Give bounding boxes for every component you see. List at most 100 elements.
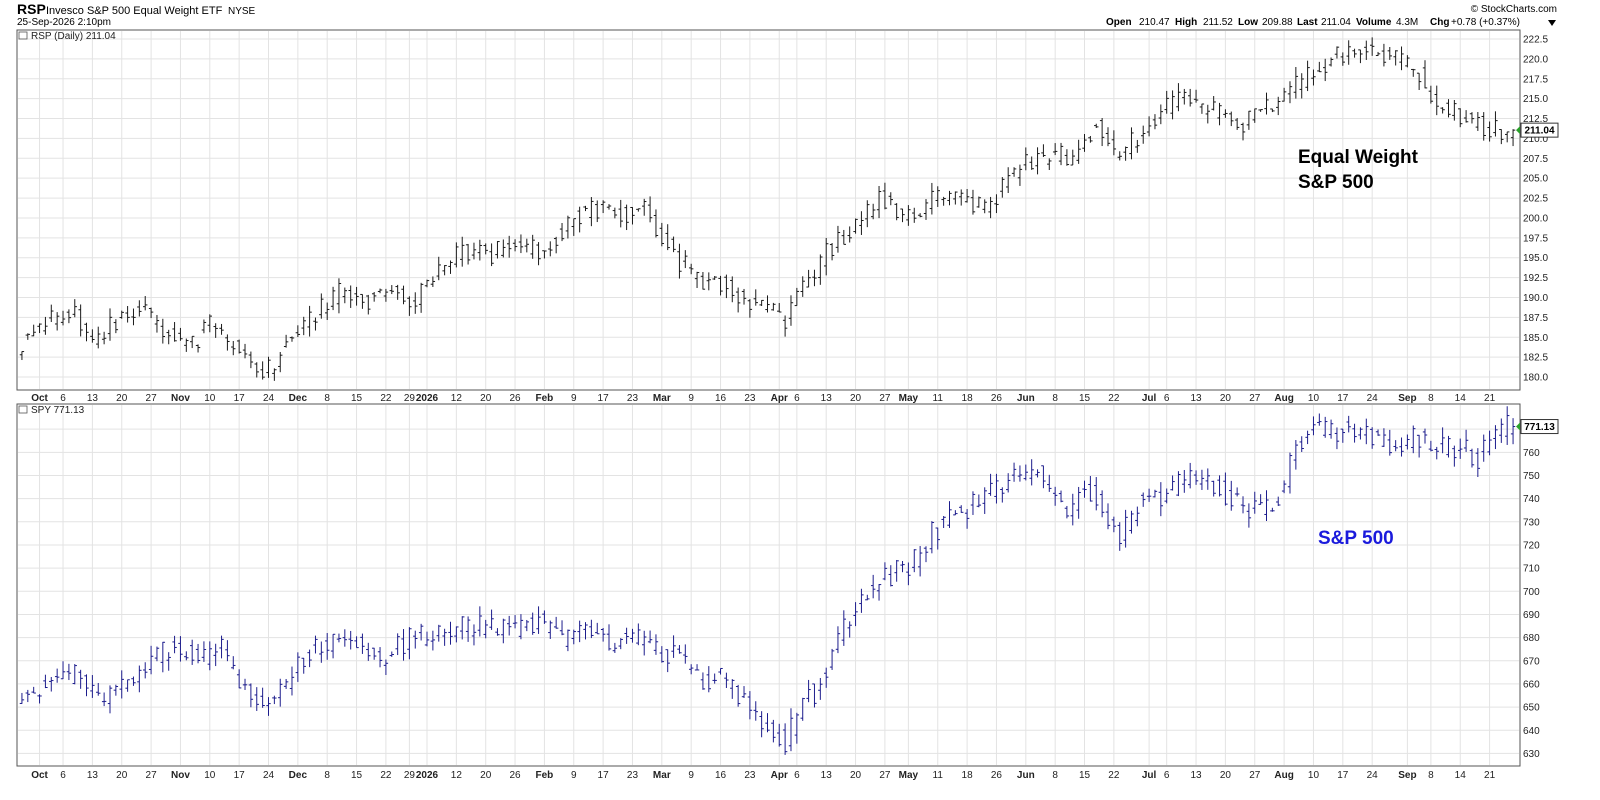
- last-value-box: [1520, 122, 1559, 138]
- spy-panel-label: SPY 771.13: [18, 405, 85, 416]
- ohlc-bar: [1199, 469, 1205, 490]
- ohlc-bar: [401, 629, 406, 661]
- ohlc-bar: [307, 305, 312, 337]
- ohlc-bar: [495, 628, 500, 636]
- rsp-panel-icon: [18, 31, 28, 40]
- ohlc-bar: [894, 203, 899, 221]
- ohlc-bar: [90, 329, 95, 343]
- ohlc-bar: [847, 226, 852, 243]
- quote-high-label: High: [1175, 17, 1197, 28]
- x-tick-label: 9: [688, 770, 694, 781]
- x-tick-label: 17: [1337, 393, 1349, 404]
- ohlc-bar: [1411, 425, 1416, 454]
- header-quote-strip: Open 210.47 High 211.52 Low 209.88 Last …: [1106, 17, 1556, 28]
- ohlc-bar: [101, 692, 107, 707]
- ohlc-bar: [824, 237, 829, 276]
- ohlc-bar: [824, 667, 829, 688]
- ohlc-bar: [1416, 72, 1422, 90]
- ohlc-bar: [131, 308, 136, 326]
- ohlc-bar: [677, 645, 682, 654]
- ohlc-bar: [1141, 125, 1146, 144]
- header-exchange: NYSE: [228, 6, 256, 17]
- ohlc-bar: [436, 256, 441, 281]
- ohlc-bar: [724, 672, 729, 689]
- ohlc-bar: [1405, 434, 1410, 450]
- ohlc-bar: [25, 333, 31, 340]
- ohlc-bar: [1041, 144, 1046, 157]
- x-tick-label: Feb: [536, 770, 554, 781]
- ohlc-bar: [1399, 46, 1404, 71]
- ohlc-bar: [559, 620, 565, 636]
- ohlc-bar: [559, 222, 565, 242]
- ohlc-bar: [78, 304, 83, 337]
- ohlc-bar: [465, 243, 471, 265]
- ohlc-bar: [1141, 492, 1146, 507]
- rsp-grid: [18, 31, 1519, 389]
- ohlc-bar: [72, 664, 77, 685]
- quote-open-label: Open: [1106, 17, 1132, 28]
- y-tick-label: 630: [1523, 749, 1540, 760]
- ohlc-bar: [195, 643, 201, 664]
- ohlc-bar: [1005, 473, 1011, 493]
- x-tick-label: Oct: [31, 393, 48, 404]
- ohlc-bar: [189, 639, 195, 665]
- ohlc-bar: [148, 645, 154, 675]
- ohlc-bar: [1193, 470, 1199, 485]
- ohlc-bar: [1158, 104, 1164, 125]
- ohlc-bar: [231, 656, 236, 670]
- ohlc-bar: [254, 687, 259, 711]
- ohlc-bar: [231, 340, 236, 356]
- spy-grid: [18, 405, 1519, 765]
- ohlc-bar: [612, 207, 618, 219]
- ohlc-bar: [865, 594, 870, 601]
- ohlc-bar: [471, 242, 477, 260]
- ohlc-bar: [595, 622, 600, 635]
- ohlc-bar: [747, 691, 753, 720]
- ohlc-bar: [383, 288, 389, 302]
- ohlc-bar: [166, 329, 171, 345]
- y-tick-label: 650: [1523, 703, 1540, 714]
- ohlc-bar: [1504, 131, 1510, 143]
- ohlc-bar: [1070, 149, 1075, 166]
- x-tick-label: 15: [1079, 770, 1091, 781]
- ohlc-bar: [442, 628, 447, 646]
- ohlc-bar: [1375, 429, 1381, 436]
- ohlc-bar: [1293, 440, 1299, 470]
- ohlc-bar: [1117, 151, 1122, 161]
- x-tick-label: 24: [1367, 393, 1379, 404]
- ohlc-bar: [647, 630, 653, 644]
- ohlc-bar: [1334, 427, 1340, 450]
- ohlc-bar: [137, 665, 142, 693]
- ohlc-bar: [96, 682, 101, 696]
- ohlc-bar: [1182, 469, 1187, 493]
- ohlc-bar: [677, 243, 682, 279]
- ohlc-bar: [1369, 427, 1375, 449]
- x-tick-label: 27: [146, 770, 158, 781]
- ohlc-bar: [788, 708, 794, 752]
- quote-last-value: 211.04: [1321, 17, 1351, 28]
- x-tick-label: Jun: [1017, 393, 1035, 404]
- x-tick-label: 22: [380, 393, 392, 404]
- x-tick-label: 16: [715, 393, 727, 404]
- y-tick-label: 200.0: [1523, 213, 1548, 224]
- x-tick-label: 2026: [416, 770, 439, 781]
- ohlc-bar: [1458, 438, 1463, 459]
- x-tick-label: Jun: [1017, 770, 1035, 781]
- last-value-text: 771.13: [1524, 422, 1555, 433]
- ohlc-bar: [624, 627, 629, 644]
- y-tick-label: 210.0: [1523, 134, 1548, 145]
- ohlc-bar: [377, 288, 383, 294]
- ohlc-bar: [1381, 428, 1387, 447]
- ohlc-bar: [60, 661, 66, 680]
- ohlc-bar: [553, 236, 559, 254]
- ohlc-bar: [1317, 413, 1322, 426]
- x-tick-label: Apr: [771, 393, 788, 404]
- x-tick-label: 15: [351, 770, 363, 781]
- ohlc-bar: [1105, 503, 1111, 530]
- ohlc-bar: [571, 218, 576, 236]
- ohlc-bar: [371, 647, 377, 660]
- ohlc-bar: [941, 516, 946, 528]
- ohlc-bar: [1281, 87, 1287, 102]
- ohlc-bar: [219, 323, 224, 335]
